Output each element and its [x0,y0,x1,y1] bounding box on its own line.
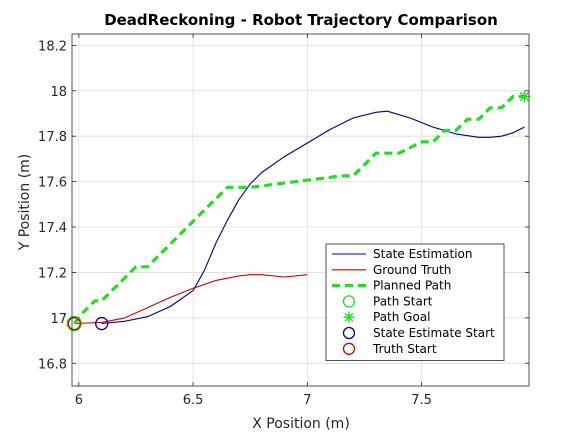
y-tick-label: 16.8 [38,357,67,372]
asterisk-stroke [519,91,530,102]
legend-label: Ground Truth [373,263,451,277]
legend-label: State Estimation [373,247,472,261]
plot-frame [71,33,530,387]
marker-truth-start [342,342,356,355]
y-tick-label: 18.2 [38,39,67,54]
series-line-ground-truth [74,274,308,325]
y-tick-label: 17.2 [38,266,67,281]
x-axis-label: X Position (m) [252,416,350,432]
marker-path-goal [343,311,355,323]
legend-label: State Estimate Start [373,326,495,340]
marker-state-estimate-start [342,326,356,340]
asterisk-stroke [344,312,354,322]
axis-ticks: 6 6.5 7 7.5 16.8 17 17.2 17.4 17.6 17.8 18 18.2 [38,34,529,408]
legend-box [325,243,505,361]
legend-label: Path Start [373,294,433,308]
marker-path-start [342,295,356,308]
x-tick-label: 6 [75,393,83,408]
marker-layer [66,90,531,332]
y-axis-label: Y Position (m) [17,154,33,252]
legend-label: Path Goal [373,310,431,324]
chart-title: DeadReckoning - Robot Trajectory Compari… [104,11,498,29]
y-tick-label: 17.6 [38,176,67,191]
y-tick-label: 17 [50,312,67,327]
x-tick-label: 6.5 [183,393,204,408]
series-line-state-estimation [101,110,525,325]
marker-path-start [66,315,82,332]
y-tick-label: 17.4 [38,221,67,236]
legend: State Estimation Ground Truth Planned Path… [325,243,505,361]
series-layer [73,94,525,325]
x-tick-label: 7.5 [411,393,432,408]
legend-label: Truth Start [372,342,437,356]
legend-label: Planned Path [373,279,451,293]
y-tick-label: 18 [50,85,67,100]
y-tick-label: 17.8 [38,130,67,145]
marker-state-estimate-start [95,316,109,331]
x-tick-label: 7 [303,393,311,408]
marker-path-goal [518,90,531,103]
